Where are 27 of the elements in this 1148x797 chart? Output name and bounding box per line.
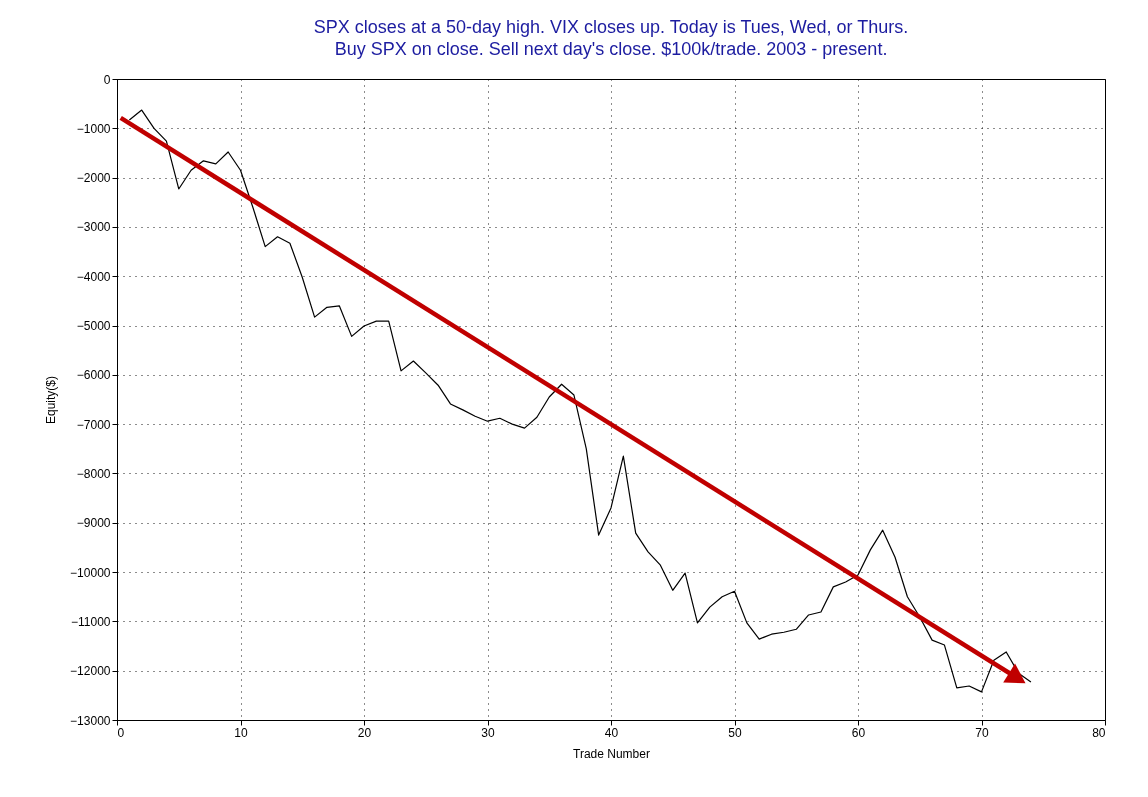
- y-tick-label: −7000: [76, 417, 111, 432]
- x-tick-label: 30: [481, 725, 495, 740]
- x-tick-label: 40: [604, 725, 619, 740]
- y-tick-label: −3000: [76, 220, 111, 235]
- y-tick-label: −5000: [76, 319, 111, 334]
- chart-title: SPX closes at a 50-day high. VIX closes up. Today is Tues, Wed, or Thurs.: [313, 17, 909, 37]
- x-tick-label: 10: [234, 725, 248, 740]
- y-tick-label: −11000: [71, 614, 111, 629]
- x-tick-label: 20: [357, 725, 372, 740]
- y-axis-title: Equity($): [44, 375, 59, 425]
- x-tick-label: 0: [117, 725, 125, 740]
- y-tick-label: −2000: [76, 171, 111, 186]
- y-tick-label: −8000: [76, 466, 111, 481]
- y-tick-label: −12000: [70, 664, 111, 679]
- y-tick-label: −13000: [70, 713, 111, 728]
- x-axis-title: Trade Number: [573, 746, 650, 761]
- x-tick-label: 80: [1092, 725, 1106, 740]
- y-tick-label: −4000: [76, 269, 111, 284]
- chart-subtitle: Buy SPX on close. Sell next day's close. $100k/trade. 2003 - present.: [334, 39, 888, 59]
- x-tick-label: 70: [975, 725, 989, 740]
- x-tick-label: 60: [851, 725, 866, 740]
- y-tick-label: −1000: [76, 121, 111, 136]
- y-tick-label: 0: [103, 72, 111, 87]
- y-tick-label: −6000: [76, 368, 111, 383]
- y-tick-label: −10000: [70, 565, 111, 580]
- y-tick-label: −9000: [76, 516, 111, 531]
- x-tick-label: 50: [728, 725, 742, 740]
